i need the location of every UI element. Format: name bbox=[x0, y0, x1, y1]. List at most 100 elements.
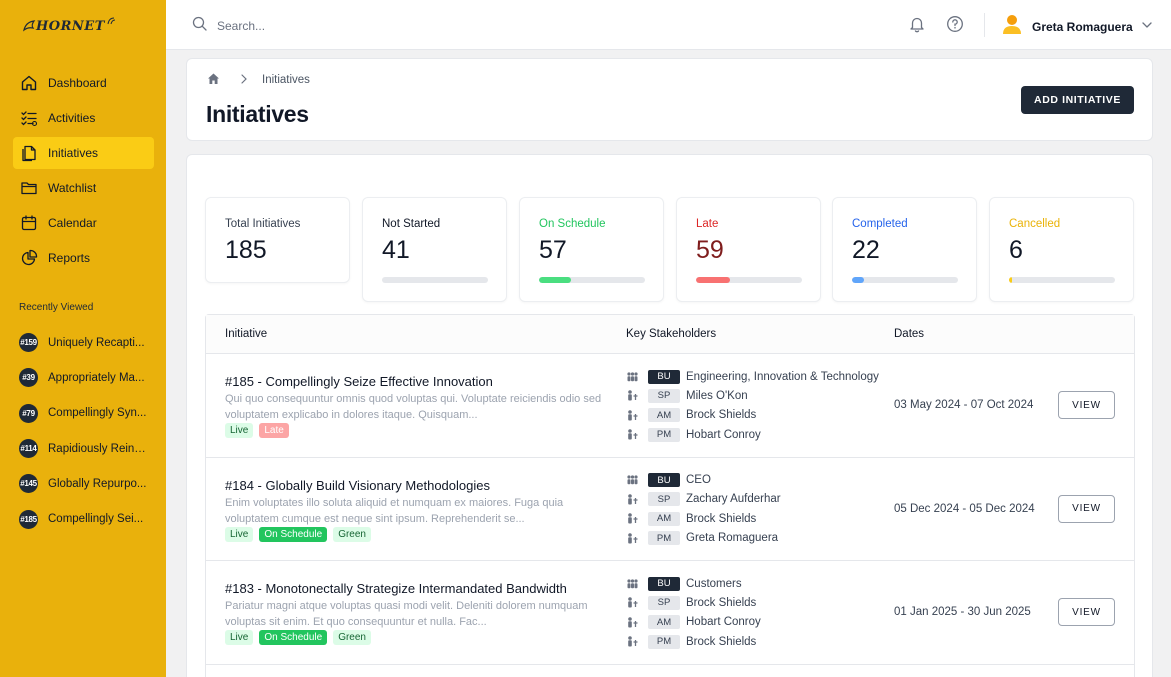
role-badge: AM bbox=[648, 615, 680, 630]
breadcrumb-current[interactable]: Initiatives bbox=[262, 74, 310, 86]
stat-progress-bar bbox=[852, 277, 958, 283]
list-icon bbox=[19, 108, 39, 128]
stat-progress-fill bbox=[539, 277, 571, 283]
initiative-title[interactable]: #185 - Compellingly Seize Effective Inno… bbox=[225, 374, 493, 389]
stakeholder-row: AM Brock Shields bbox=[626, 406, 879, 425]
role-badge: PM bbox=[648, 427, 680, 442]
recent-label: Uniquely Recapti... bbox=[48, 336, 145, 349]
folder-icon bbox=[19, 178, 39, 198]
role-badge: PM bbox=[648, 634, 680, 649]
status-tags: Live On Schedule Green bbox=[225, 526, 371, 542]
home-icon bbox=[19, 73, 39, 93]
stat-progress-fill bbox=[696, 277, 730, 283]
recent-item[interactable]: #114 Rapidiously Reinv... bbox=[19, 431, 159, 466]
nav-label: Dashboard bbox=[48, 76, 107, 90]
stakeholder-list: BU Customers SP Brock Shields AM Hobart Conro… bbox=[626, 574, 761, 651]
initiative-title[interactable]: #183 - Monotonectally Strategize Interma… bbox=[225, 581, 567, 596]
stat-value: 57 bbox=[539, 236, 567, 264]
stat-card-total: Total Initiatives 185 bbox=[205, 197, 350, 283]
add-initiative-button[interactable]: ADD INITIATIVE bbox=[1021, 86, 1134, 114]
help-icon[interactable] bbox=[946, 15, 964, 38]
recent-item[interactable]: #145 Globally Repurpo... bbox=[19, 466, 159, 501]
stat-value: 22 bbox=[852, 236, 880, 264]
recent-item[interactable]: #159 Uniquely Recapti... bbox=[19, 325, 159, 360]
stakeholder-row: SP Zachary Aufderhar bbox=[626, 490, 781, 509]
initiatives-panel: Total Initiatives 185 Not Started 41 On … bbox=[186, 154, 1153, 677]
initiative-title[interactable]: #184 - Globally Build Visionary Methodol… bbox=[225, 477, 490, 493]
stat-card-not-started[interactable]: Not Started 41 bbox=[362, 197, 507, 302]
logo-text: HORNET bbox=[36, 18, 105, 34]
nav-item-activities[interactable]: Activities bbox=[13, 102, 154, 134]
role-badge: AM bbox=[648, 511, 680, 526]
recent-id-badge: #185 bbox=[19, 509, 38, 529]
recent-id-badge: #114 bbox=[19, 439, 38, 459]
role-badge: BU bbox=[648, 576, 680, 591]
topbar-divider bbox=[984, 13, 985, 37]
recent-item[interactable]: #79 Compellingly Syn... bbox=[19, 396, 159, 431]
nav-item-watchlist[interactable]: Watchlist bbox=[13, 172, 154, 204]
nav-item-reports[interactable]: Reports bbox=[13, 242, 154, 274]
nav-label: Activities bbox=[48, 111, 96, 125]
nav-item-dashboard[interactable]: Dashboard bbox=[13, 67, 154, 99]
avatar bbox=[1002, 13, 1022, 40]
stakeholder-row: SP Brock Shields bbox=[626, 593, 761, 612]
person-icon bbox=[626, 429, 640, 440]
stat-value: 59 bbox=[696, 236, 724, 264]
view-button[interactable]: VIEW bbox=[1058, 494, 1115, 523]
role-badge: PM bbox=[648, 531, 680, 546]
status-badge: On Schedule bbox=[259, 526, 328, 542]
stakeholder-name: Greta Romaguera bbox=[686, 532, 779, 545]
stat-progress-fill bbox=[1009, 277, 1013, 283]
stat-card-cancelled[interactable]: Cancelled 6 bbox=[989, 197, 1134, 302]
recent-label: Rapidiously Reinv... bbox=[48, 442, 148, 455]
hornet-logo[interactable]: HORNET bbox=[22, 14, 116, 38]
status-badge: Late bbox=[259, 423, 289, 438]
stakeholder-row: AM Hobart Conroy bbox=[626, 613, 761, 632]
recent-item[interactable]: #39 Appropriately Ma... bbox=[19, 360, 159, 395]
stat-progress-bar bbox=[539, 277, 645, 283]
recent-id-badge: #145 bbox=[19, 474, 38, 494]
status-badge: Live bbox=[225, 526, 254, 542]
stakeholder-name: Hobart Conroy bbox=[686, 616, 761, 629]
view-button[interactable]: VIEW bbox=[1058, 598, 1115, 626]
stakeholder-row: PM Hobart Conroy bbox=[626, 425, 879, 444]
stat-value: 6 bbox=[1009, 236, 1023, 264]
status-badge: Live bbox=[225, 423, 254, 438]
chevron-right-icon bbox=[240, 73, 248, 87]
role-badge: SP bbox=[648, 388, 680, 403]
user-name: Greta Romaguera bbox=[1032, 19, 1133, 34]
stakeholder-list: BU CEO SP Zachary Aufderhar AM Brock Shields P… bbox=[626, 471, 781, 548]
person-icon bbox=[626, 597, 640, 608]
status-badge: Green bbox=[333, 630, 371, 645]
column-header-dates: Dates bbox=[894, 328, 925, 340]
search-input[interactable] bbox=[217, 19, 517, 33]
status-tags: Live On Schedule Green bbox=[225, 630, 371, 645]
notifications-bell-icon[interactable] bbox=[908, 15, 926, 38]
stat-card-late[interactable]: Late 59 bbox=[676, 197, 821, 302]
date-range: 03 May 2024 - 07 Oct 2024 bbox=[894, 399, 1034, 411]
stat-progress-bar bbox=[1009, 277, 1115, 283]
stat-progress-bar bbox=[696, 277, 802, 283]
stakeholder-row: AM Brock Shields bbox=[626, 509, 781, 528]
role-badge: AM bbox=[648, 408, 680, 423]
role-badge: SP bbox=[648, 492, 680, 507]
date-range: 05 Dec 2024 - 05 Dec 2024 bbox=[894, 502, 1035, 515]
recent-item[interactable]: #185 Compellingly Sei... bbox=[19, 501, 159, 536]
stakeholder-name: CEO bbox=[686, 474, 711, 487]
view-button[interactable]: VIEW bbox=[1058, 391, 1115, 419]
recent-label: Globally Repurpo... bbox=[48, 477, 147, 490]
stakeholder-row: BU Customers bbox=[626, 574, 761, 593]
person-icon bbox=[626, 494, 640, 505]
stat-card-on-schedule[interactable]: On Schedule 57 bbox=[519, 197, 664, 302]
nav-item-calendar[interactable]: Calendar bbox=[13, 207, 154, 239]
initiative-description: Pariatur magni atque voluptas quasi modi… bbox=[225, 600, 588, 628]
stat-card-completed[interactable]: Completed 22 bbox=[832, 197, 977, 302]
nav-item-initiatives[interactable]: Initiatives bbox=[13, 137, 154, 169]
stakeholder-name: Brock Shields bbox=[686, 409, 757, 422]
home-breadcrumb-icon[interactable] bbox=[207, 72, 220, 88]
date-range: 01 Jan 2025 - 30 Jun 2025 bbox=[894, 606, 1031, 618]
stat-value: 185 bbox=[225, 236, 267, 264]
user-menu[interactable]: Greta Romaguera bbox=[1002, 13, 1153, 40]
status-badge: Green bbox=[333, 526, 371, 542]
column-header-initiative: Initiative bbox=[225, 328, 268, 340]
